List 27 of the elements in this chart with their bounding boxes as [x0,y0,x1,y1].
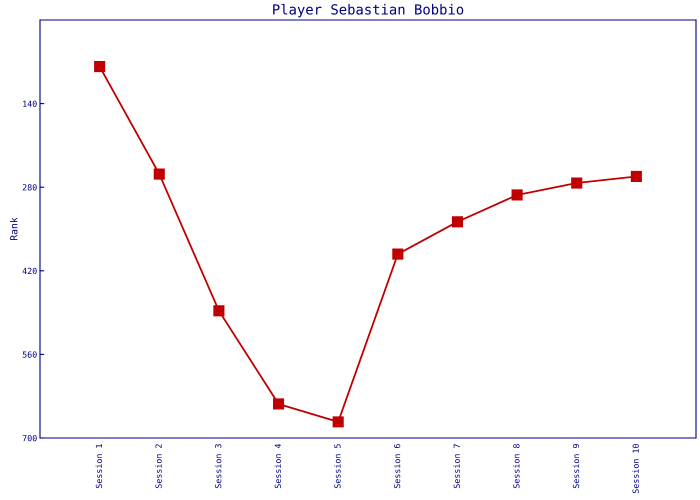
point [452,216,464,228]
y-axis-title: Rank [10,217,18,240]
y-tick-label: 700 [22,435,37,442]
point [94,61,106,72]
point [272,398,284,410]
x-tick-label: Session 5 [334,444,341,488]
x-tick-label: Session 9 [572,444,580,488]
y-tick-label: 140 [23,100,37,107]
chart-title: Player Sebastian Bobbio [273,4,464,18]
point [630,170,642,182]
x-tick-label: Session 10 [632,444,639,494]
x-tick-label: Session 8 [513,444,520,488]
x-tick-label: Session 4 [274,444,281,488]
x-tick-label: Session 3 [214,444,222,488]
y-tick-label: 420 [22,268,37,274]
x-tick-label: Session 2 [155,444,162,488]
point [154,168,165,180]
point [571,177,582,189]
x-tick-label: Session 6 [394,444,400,488]
point [332,416,344,428]
point [392,248,404,260]
point [213,305,224,316]
point [512,189,523,201]
x-tick-label: Session 1 [96,444,102,488]
x-tick-label: Session 7 [453,444,460,488]
y-tick-label: 280 [22,184,37,191]
y-tick-label: 560 [22,351,37,358]
